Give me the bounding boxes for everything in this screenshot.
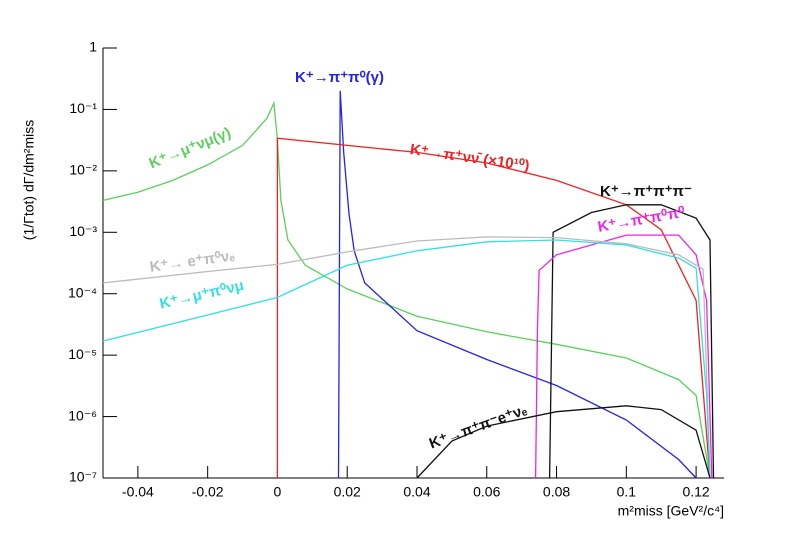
- x-tick-label: 0.04: [403, 484, 430, 500]
- x-tick-label: 0: [274, 484, 282, 500]
- series-line: [548, 204, 715, 479]
- series-line: [276, 137, 711, 479]
- x-axis-title: m²miss [GeV²/c⁴]: [618, 503, 724, 519]
- series-line: [102, 100, 711, 479]
- x-tick-label: 0.06: [473, 484, 500, 500]
- series-label: K⁺→π⁺π⁰(γ): [295, 69, 384, 86]
- y-tick-label: 10⁻⁶: [68, 407, 97, 423]
- x-tick-label: 0.12: [682, 484, 709, 500]
- y-tick-label: 1: [89, 39, 97, 55]
- series-line: [416, 405, 711, 479]
- y-tick-label: 10⁻²: [69, 162, 97, 178]
- x-tick-label: 0.1: [617, 484, 637, 500]
- series-line: [102, 236, 711, 479]
- series-label: K⁺→μ⁺π⁰νμ: [158, 277, 245, 313]
- series-line: [534, 234, 713, 479]
- x-tick-label: 0.02: [334, 484, 361, 500]
- x-tick-label: 0.08: [543, 484, 570, 500]
- series-line: [102, 239, 711, 479]
- series-label: K⁺→μ⁺νμ(γ): [147, 124, 234, 172]
- x-tick-label: -0.04: [122, 484, 154, 500]
- series-label: K⁺→π⁺π⁺π⁻: [600, 183, 692, 200]
- series-label: K⁺→π⁺νν̄ (×10¹⁰): [409, 141, 531, 175]
- y-tick-label: 10⁻⁷: [69, 469, 97, 485]
- series-label: K⁺→π⁺π⁻e⁺νₑ: [427, 401, 530, 452]
- y-tick-label: 10⁻⁵: [68, 346, 97, 362]
- y-tick-label: 10⁻⁴: [68, 284, 97, 300]
- y-tick-label: 10⁻¹: [69, 100, 97, 116]
- series-line: [337, 90, 697, 479]
- series-label: K⁺→ e⁺π⁰νₑ: [149, 247, 237, 276]
- y-axis-title: (1/Γtot) dΓ/dm²miss: [21, 120, 37, 240]
- x-tick-label: -0.02: [192, 484, 224, 500]
- y-tick-label: 10⁻³: [69, 223, 97, 239]
